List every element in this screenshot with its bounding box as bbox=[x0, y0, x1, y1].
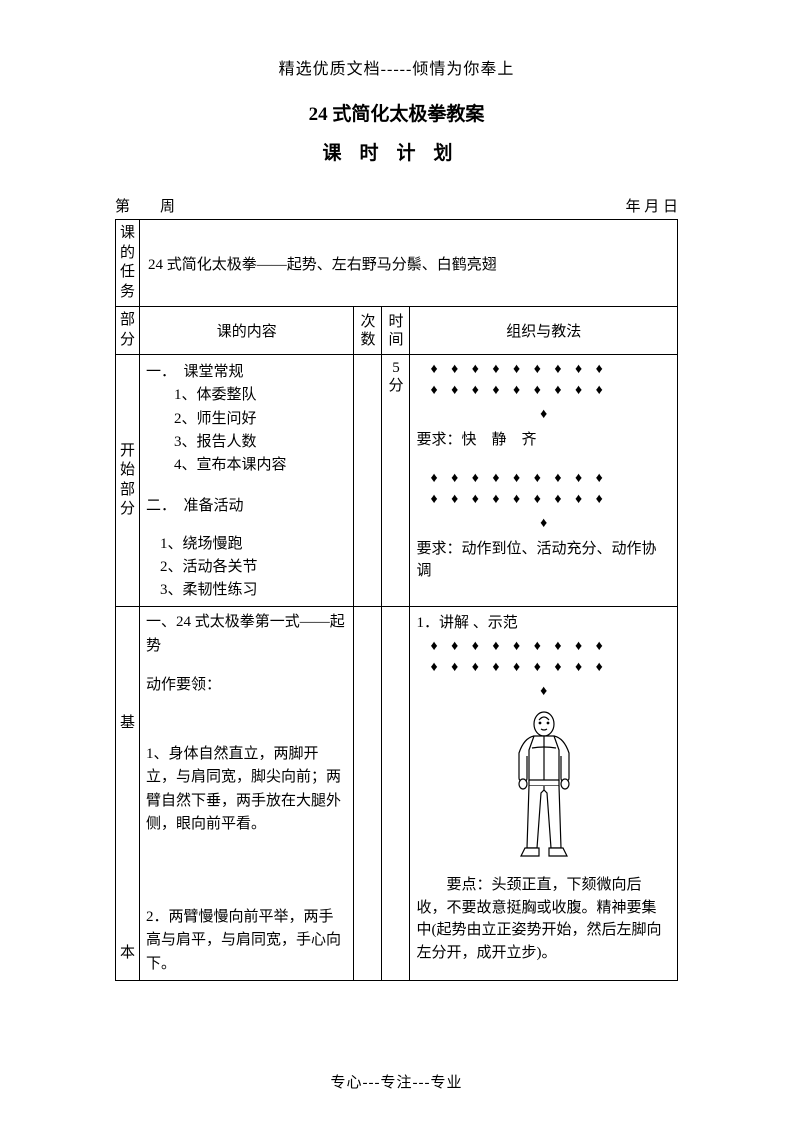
warmup-item: 3、柔韧性练习 bbox=[146, 579, 347, 602]
col-content-header: 课的内容 bbox=[139, 307, 353, 355]
week-label: 第 周 bbox=[115, 195, 175, 216]
warmup-heading: 二． 准备活动 bbox=[146, 495, 347, 518]
routine-item: 1、体委整队 bbox=[146, 384, 347, 407]
lesson-plan-table: 课的任务 24 式简化太极拳——起势、左右野马分鬃、白鹤亮翅 部分 课的内容 次… bbox=[115, 219, 678, 981]
single-person-icon: ♦ bbox=[416, 516, 671, 532]
col-section-header: 部分 bbox=[116, 307, 140, 355]
page-footer: 专心---专注---专业 bbox=[0, 1071, 793, 1092]
formation-icon: ♦ ♦ ♦ ♦ ♦ ♦ ♦ ♦ ♦ bbox=[430, 636, 671, 657]
routine-heading: 一． 课堂常规 bbox=[146, 361, 347, 384]
formation-icon: ♦ ♦ ♦ ♦ ♦ ♦ ♦ ♦ ♦ bbox=[430, 380, 671, 401]
routine-item: 2、师生问好 bbox=[146, 408, 347, 431]
routine-item: 3、报告人数 bbox=[146, 431, 347, 454]
action-point: 2．两臂慢慢向前平举，两手高与肩平，与肩同宽，手心向下。 bbox=[146, 906, 347, 976]
requirement-text: 要求：快 静 齐 bbox=[416, 429, 671, 452]
document-title: 24 式简化太极拳教案 bbox=[0, 99, 793, 126]
warmup-item: 2、活动各关节 bbox=[146, 556, 347, 579]
single-person-icon: ♦ bbox=[416, 407, 671, 423]
warmup-item: 1、绕场慢跑 bbox=[146, 533, 347, 556]
basic-label-top: 基 bbox=[118, 714, 137, 734]
begin-content-cell: 一． 课堂常规 1、体委整队 2、师生问好 3、报告人数 4、宣布本课内容 二．… bbox=[139, 355, 353, 607]
task-content-cell: 24 式简化太极拳——起势、左右野马分鬃、白鹤亮翅 bbox=[139, 220, 677, 307]
requirement-text: 要求：动作到位、活动充分、动作协调 bbox=[416, 538, 671, 583]
begin-time-cell: 5分 bbox=[382, 355, 410, 607]
col-method-header: 组织与教法 bbox=[410, 307, 678, 355]
begin-section-row: 开始部分 一． 课堂常规 1、体委整队 2、师生问好 3、报告人数 4、宣布本课… bbox=[116, 355, 678, 607]
action-point: 1、身体自然直立，两脚开立，与肩同宽，脚尖向前；两臂自然下垂，两手放在大腿外侧，… bbox=[146, 743, 347, 836]
task-row: 课的任务 24 式简化太极拳——起势、左右野马分鬃、白鹤亮翅 bbox=[116, 220, 678, 307]
basic-content-cell: 一、24 式太极拳第一式——起势 动作要领： 1、身体自然直立，两脚开立，与肩同… bbox=[139, 607, 353, 981]
basic-subheading: 动作要领： bbox=[146, 674, 347, 697]
col-count-header: 次数 bbox=[354, 307, 382, 355]
date-label: 年 月 日 bbox=[625, 195, 678, 216]
basic-section-label: 基 本 bbox=[116, 607, 140, 981]
task-label-cell: 课的任务 bbox=[116, 220, 140, 307]
header-row: 部分 课的内容 次数 时间 组织与教法 bbox=[116, 307, 678, 355]
basic-count-cell bbox=[354, 607, 382, 981]
basic-method-cell: 1．讲解 、示范 ♦ ♦ ♦ ♦ ♦ ♦ ♦ ♦ ♦ ♦ ♦ ♦ ♦ ♦ ♦ ♦… bbox=[410, 607, 678, 981]
basic-label-bottom: 本 bbox=[118, 944, 137, 964]
formation-icon: ♦ ♦ ♦ ♦ ♦ ♦ ♦ ♦ ♦ bbox=[430, 359, 671, 380]
begin-section-label: 开始部分 bbox=[116, 355, 140, 607]
formation-icon: ♦ ♦ ♦ ♦ ♦ ♦ ♦ ♦ ♦ bbox=[430, 489, 671, 510]
standing-figure-icon bbox=[489, 708, 599, 868]
document-subtitle: 课时计划 bbox=[0, 138, 793, 165]
begin-count-cell bbox=[354, 355, 382, 607]
page-header: 精选优质文档-----倾情为你奉上 bbox=[0, 0, 793, 79]
method-heading: 1．讲解 、示范 bbox=[416, 611, 671, 632]
formation-icon: ♦ ♦ ♦ ♦ ♦ ♦ ♦ ♦ ♦ bbox=[430, 468, 671, 489]
date-row: 第 周 年 月 日 bbox=[115, 195, 678, 216]
begin-method-cell: ♦ ♦ ♦ ♦ ♦ ♦ ♦ ♦ ♦ ♦ ♦ ♦ ♦ ♦ ♦ ♦ ♦ ♦ ♦ 要求… bbox=[410, 355, 678, 607]
basic-section-row: 基 本 一、24 式太极拳第一式——起势 动作要领： 1、身体自然直立，两脚开立… bbox=[116, 607, 678, 981]
routine-item: 4、宣布本课内容 bbox=[146, 454, 347, 477]
col-time-header: 时间 bbox=[382, 307, 410, 355]
keypoint-text: 要点：头颈正直，下颏微向后收，不要故意挺胸或收腹。精神要集中(起势由立正姿势开始… bbox=[416, 874, 671, 964]
basic-heading: 一、24 式太极拳第一式——起势 bbox=[146, 611, 347, 658]
single-person-icon: ♦ bbox=[416, 684, 671, 700]
formation-icon: ♦ ♦ ♦ ♦ ♦ ♦ ♦ ♦ ♦ bbox=[430, 657, 671, 678]
basic-time-cell bbox=[382, 607, 410, 981]
